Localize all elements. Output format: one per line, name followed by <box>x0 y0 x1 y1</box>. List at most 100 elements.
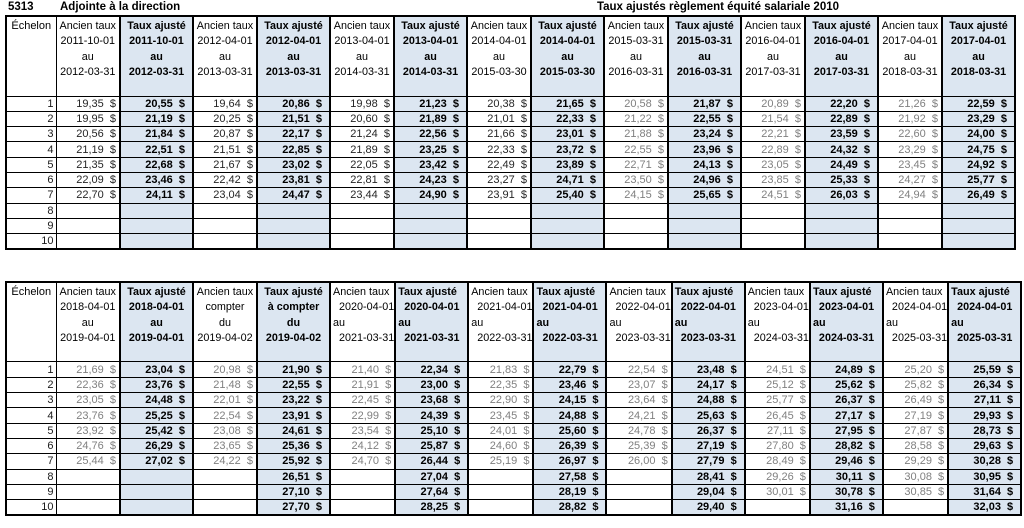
old-rate-cell: 20,56 $ <box>55 126 121 143</box>
column-header-line: 2012-04-01 <box>265 35 322 48</box>
adjusted-rate-cell: 30,11 $ <box>808 468 884 485</box>
adjusted-rate-column-header: Taux ajusté 2014-04-01 au 2015-03-30 <box>530 15 605 97</box>
old-rate-cell: 26,45 $ <box>744 407 811 424</box>
adjusted-rate-cell: 21,84 $ <box>119 126 194 143</box>
adjusted-rate-column-header: Taux ajusté 2021-04-01 au 2022-03-31 <box>532 281 608 363</box>
column-header-line: 2021-04-01 <box>536 301 598 314</box>
column-header-line: 2024-04-01 <box>951 301 1013 314</box>
old-rate-cell <box>329 483 396 501</box>
old-rate-cell: 24,15 $ <box>603 187 669 204</box>
old-rate-cell: 19,95 $ <box>55 110 121 128</box>
column-header-line: Taux ajusté <box>812 20 871 32</box>
old-rate-cell <box>882 499 949 516</box>
old-rate-cell <box>466 233 532 250</box>
table-row: 4 21,19 $22,51 $21,51 $22,85 $21,89 $23,2… <box>5 141 1016 158</box>
old-rate-cell <box>467 483 534 501</box>
table-row: 4 23,76 $25,25 $22,54 $23,91 $22,99 $24,3… <box>5 407 1023 424</box>
old-rate-cell: 25,82 $ <box>882 376 949 394</box>
echelon-cell: 6 <box>5 437 57 455</box>
adjusted-rate-cell: 22,20 $ <box>804 95 879 112</box>
column-header-line: Ancien taux <box>470 20 528 32</box>
column-header-line: 2023-03-31 <box>674 332 736 345</box>
column-header-line: 2020-04-01 <box>333 301 395 314</box>
old-rate-cell: 29,26 $ <box>744 468 811 485</box>
echelon-cell: 3 <box>5 392 57 409</box>
old-rate-cell: 22,54 $ <box>605 361 673 378</box>
echelon-cell: 10 <box>5 233 57 250</box>
adjusted-rate-cell: 27,58 $ <box>532 468 608 485</box>
old-rate-cell <box>605 468 673 485</box>
table-row: 2 19,95 $21,19 $20,25 $21,51 $20,60 $21,8… <box>5 110 1016 128</box>
adjusted-rate-cell: 28,82 $ <box>532 499 608 516</box>
header-row: Échelon Ancien taux 2018-04-01 au 2019-04-01… <box>5 281 1023 363</box>
adjusted-rate-column-header: Taux ajusté 2023-04-01 au 2024-03-31 <box>808 281 884 363</box>
adjusted-rate-cell: 22,89 $ <box>804 110 879 128</box>
adjusted-rate-cell: 22,85 $ <box>256 141 331 158</box>
echelon-cell: 10 <box>5 499 57 516</box>
old-rate-cell: 28,58 $ <box>882 437 949 455</box>
column-header-line: Taux ajusté <box>675 20 734 32</box>
old-rate-column-header: Ancien taux 2014-04-01 au 2015-03-30 <box>466 15 532 97</box>
adjusted-rate-cell <box>667 202 742 219</box>
old-rate-cell: 20,87 $ <box>192 126 258 143</box>
adjusted-rate-cell: 25,62 $ <box>808 376 884 394</box>
column-header-line: au <box>536 316 550 329</box>
adjusted-rate-cell: 25,59 $ <box>947 361 1023 378</box>
old-rate-column-header: Ancien taux 2017-04-01 au 2018-03-31 <box>877 15 943 97</box>
adjusted-rate-cell: 20,86 $ <box>256 95 331 112</box>
column-header-line: 2024-04-01 <box>885 301 948 314</box>
adjusted-rate-cell: 24,15 $ <box>532 392 608 409</box>
old-rate-cell: 22,55 $ <box>603 141 669 158</box>
old-rate-column-header: Ancien taux 2018-04-01 au 2019-04-01 <box>55 281 121 363</box>
old-rate-cell <box>605 483 673 501</box>
column-header-line: 2021-03-31 <box>333 332 395 345</box>
adjusted-rate-cell: 26,34 $ <box>947 376 1023 394</box>
adjusted-rate-cell: 25,77 $ <box>941 171 1016 189</box>
column-header-line: 2024-03-31 <box>812 332 875 345</box>
adjusted-rate-cell: 26,37 $ <box>808 392 884 409</box>
adjusted-rate-cell: 27,17 $ <box>808 407 884 424</box>
adjusted-rate-cell: 24,61 $ <box>256 422 331 439</box>
table-row: 3 20,56 $21,84 $20,87 $22,17 $21,24 $22,5… <box>5 126 1016 143</box>
adjusted-rate-column-header: Taux ajusté 2020-04-01 au 2021-03-31 <box>394 281 470 363</box>
old-rate-cell: 21,54 $ <box>740 110 806 128</box>
adjusted-rate-cell: 22,51 $ <box>119 141 194 158</box>
column-header-line: Taux ajusté <box>949 20 1008 32</box>
old-rate-cell: 21,26 $ <box>877 95 943 112</box>
old-rate-cell <box>603 202 669 219</box>
old-rate-cell: 24,76 $ <box>55 437 121 455</box>
echelon-cell: 4 <box>5 141 57 158</box>
column-header-line: Taux ajusté <box>127 20 186 32</box>
old-rate-cell <box>740 202 806 219</box>
old-rate-cell: 20,60 $ <box>329 110 395 128</box>
column-header-line: 2015-03-31 <box>608 35 664 48</box>
echelon-cell: 8 <box>5 202 57 219</box>
old-rate-cell: 22,81 $ <box>329 171 395 189</box>
adjusted-rate-cell: 25,25 $ <box>119 407 194 424</box>
adjusted-rate-cell: 22,59 $ <box>941 95 1016 112</box>
adjusted-rate-cell: 22,56 $ <box>393 126 468 143</box>
column-header-line: 2021-04-01 <box>471 301 533 314</box>
echelon-cell: 5 <box>5 422 57 439</box>
column-header-line: 2013-03-31 <box>265 66 322 79</box>
echelon-cell: 1 <box>5 95 57 112</box>
old-rate-cell <box>55 217 121 235</box>
old-rate-cell: 27,87 $ <box>882 422 949 439</box>
old-rate-cell: 22,60 $ <box>877 126 943 143</box>
title-bar: 5313 Adjointe à la direction Taux ajusté… <box>0 0 1024 14</box>
adjusted-rate-cell <box>393 202 468 219</box>
adjusted-rate-column-header: Taux ajusté 2017-04-01 au 2018-03-31 <box>941 15 1016 97</box>
old-rate-cell: 22,05 $ <box>329 156 395 173</box>
column-header-line: 2013-04-01 <box>334 35 390 48</box>
old-rate-cell: 20,89 $ <box>740 95 806 112</box>
adjusted-rate-cell: 31,64 $ <box>947 483 1023 501</box>
adjusted-rate-cell: 22,79 $ <box>532 361 608 378</box>
column-header-line: 2022-04-01 <box>674 301 736 314</box>
old-rate-cell <box>877 217 943 235</box>
column-header-line: au <box>81 50 94 63</box>
table-row: 10 27,70 $ 28,25 $ 28,82 $ 29,40 $ 31,16 $ 32,… <box>5 499 1023 516</box>
adjusted-rate-column-header: Taux ajusté à compter du 2019-04-02 <box>256 281 331 363</box>
column-header-line: 2018-04-01 <box>128 301 185 314</box>
old-rate-cell <box>192 483 258 501</box>
adjusted-rate-cell <box>256 202 331 219</box>
